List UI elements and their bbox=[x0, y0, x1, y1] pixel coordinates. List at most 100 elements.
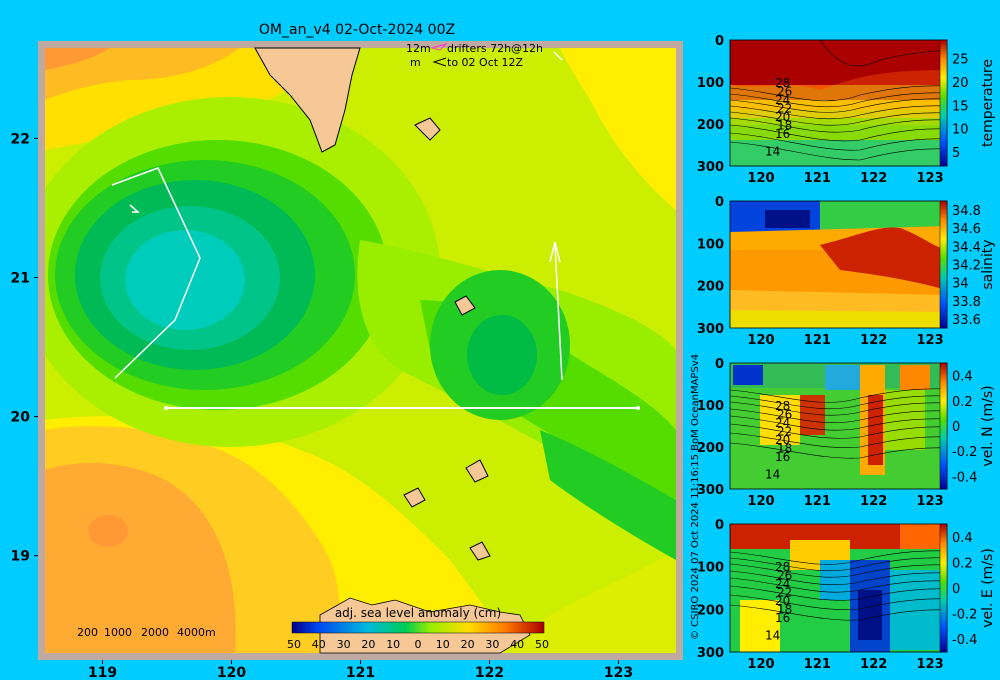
contour-label: 24 bbox=[775, 416, 790, 430]
panel-y-tick-label: 0 bbox=[715, 34, 724, 49]
panel-y-tick-label: 100 bbox=[697, 237, 724, 252]
svg-text:2000: 2000 bbox=[141, 626, 169, 639]
panel-colorbar-tick: 0 bbox=[952, 582, 960, 597]
panel-colorbar-tick: -0.4 bbox=[952, 633, 977, 648]
contour-label: 20 bbox=[775, 110, 790, 124]
panel-x-tick-label: 121 bbox=[804, 657, 831, 672]
section-start-marker bbox=[164, 406, 168, 410]
contour-label: 28 bbox=[775, 76, 790, 90]
contour-label: 18 bbox=[777, 119, 792, 133]
panel-y-tick-label: 200 bbox=[697, 603, 724, 618]
panel-colorbar-tick: 0.2 bbox=[952, 556, 973, 571]
contour-label: 18 bbox=[777, 603, 792, 617]
panel-x-tick-label: 122 bbox=[860, 333, 887, 348]
map-colorbar-tick: 0 bbox=[415, 638, 422, 651]
contour-label: 28 bbox=[775, 399, 790, 413]
map-colorbar-tick: 20 bbox=[361, 638, 375, 651]
panel-x-tick-label: 120 bbox=[747, 333, 774, 348]
panel-y-tick-label: 300 bbox=[697, 483, 724, 498]
panel-colorbar-tick: 0 bbox=[952, 420, 960, 435]
svg-text:m: m bbox=[410, 56, 421, 69]
panel-colorbar-tick: -0.4 bbox=[952, 470, 977, 485]
contour-label: 24 bbox=[775, 93, 790, 107]
panel-colorbar-tick: 33.8 bbox=[952, 295, 981, 310]
map-colorbar: adj. sea level anomaly (cm) 50 40 30 20 10 0 1… bbox=[287, 606, 549, 651]
arrow-icon bbox=[432, 57, 447, 67]
map-colorbar-tick: 30 bbox=[337, 638, 351, 651]
depth-legend: 200 1000 2000 4000m bbox=[77, 626, 216, 639]
panel-ylabel: vel. N (m/s) bbox=[980, 385, 996, 466]
contour-label: 22 bbox=[777, 425, 792, 439]
panel-x-tick-label: 123 bbox=[917, 171, 944, 186]
panel-y-tick-label: 100 bbox=[697, 76, 724, 91]
panel-colorbar-tick: 20 bbox=[952, 76, 969, 91]
map-colorbar-tick: 40 bbox=[510, 638, 524, 651]
map-x-tick-label: 122 bbox=[475, 665, 504, 680]
panel-ylabel: vel. E (m/s) bbox=[980, 548, 996, 628]
panel-ylabel: salinity bbox=[980, 239, 996, 289]
drifter-arrow-icon bbox=[430, 42, 448, 51]
contour-label: 26 bbox=[777, 408, 792, 422]
panel-x-tick-label: 120 bbox=[747, 657, 774, 672]
svg-text:drifters 72h@12h: drifters 72h@12h bbox=[447, 42, 543, 55]
map-colorbar-tick: 10 bbox=[386, 638, 400, 651]
map-colorbar-tick: 30 bbox=[485, 638, 499, 651]
panel-x-tick-label: 120 bbox=[747, 171, 774, 186]
panel-x-tick-label: 120 bbox=[747, 494, 774, 509]
panel-x-tick-label: 122 bbox=[860, 657, 887, 672]
panel-colorbar-tick: 10 bbox=[952, 123, 969, 138]
panel-colorbar-tick: 34.4 bbox=[952, 240, 981, 255]
panel-colorbar-tick: 0.2 bbox=[952, 395, 973, 410]
panel-y-tick-label: 200 bbox=[697, 441, 724, 456]
panel-colorbar-tick: 33.6 bbox=[952, 313, 981, 328]
salinity-panel bbox=[730, 201, 947, 328]
svg-text:to 02 Oct 12Z: to 02 Oct 12Z bbox=[447, 56, 524, 69]
panel-x-tick-label: 123 bbox=[917, 657, 944, 672]
panel-y-tick-label: 100 bbox=[697, 561, 724, 576]
drifter-tracks bbox=[111, 51, 563, 381]
contour-label: 24 bbox=[775, 577, 790, 591]
map-y-tick-label: 20 bbox=[11, 410, 31, 426]
contour-label: 22 bbox=[777, 586, 792, 600]
contour-label: 26 bbox=[777, 85, 792, 99]
vel-n-colorbar bbox=[939, 362, 948, 490]
panel-x-tick-label: 122 bbox=[860, 171, 887, 186]
map-x-tick-label: 119 bbox=[88, 665, 117, 680]
contour-label: 14 bbox=[765, 468, 780, 482]
map-y-tick-label: 19 bbox=[11, 549, 30, 565]
panel-y-tick-label: 0 bbox=[715, 195, 724, 210]
map-colorbar-tick: 50 bbox=[287, 638, 301, 651]
contour-label: 28 bbox=[775, 560, 790, 574]
panel-y-tick-label: 200 bbox=[697, 280, 724, 295]
panel-colorbar-tick: 15 bbox=[952, 99, 969, 114]
section-end-marker bbox=[636, 406, 640, 410]
map-y-tick-label: 21 bbox=[11, 270, 30, 286]
panel-x-tick-label: 122 bbox=[860, 494, 887, 509]
panel-x-tick-label: 123 bbox=[917, 333, 944, 348]
panel-y-tick-label: 300 bbox=[697, 160, 724, 175]
map-colorbar-tick: 40 bbox=[312, 638, 326, 651]
vel-n-panel bbox=[730, 363, 947, 489]
svg-text:200: 200 bbox=[77, 626, 98, 639]
vel-e-panel bbox=[730, 524, 947, 652]
panel-x-tick-label: 123 bbox=[917, 494, 944, 509]
contour-label: 16 bbox=[775, 450, 790, 464]
panel-colorbar-tick: 34.8 bbox=[952, 204, 981, 219]
panel-y-tick-label: 100 bbox=[697, 399, 724, 414]
temperature-panel bbox=[730, 40, 947, 166]
contour-label: 22 bbox=[777, 102, 792, 116]
svg-text:1000: 1000 bbox=[104, 626, 132, 639]
panel-y-tick-label: 0 bbox=[715, 357, 724, 372]
panel-colorbar-tick: -0.2 bbox=[952, 445, 977, 460]
panel-x-tick-label: 121 bbox=[804, 494, 831, 509]
panel-y-tick-label: 300 bbox=[697, 322, 724, 337]
temperature-colorbar bbox=[939, 39, 948, 167]
panel-colorbar-tick: 34.6 bbox=[952, 222, 981, 237]
credit-text: © CSIRO 2024 07 Oct 2024 11:16:15 BoM Oc… bbox=[690, 354, 701, 640]
map-colorbar-tick: 10 bbox=[436, 638, 450, 651]
map-x-tick-label: 123 bbox=[604, 665, 633, 680]
contour-label: 14 bbox=[765, 629, 780, 643]
map-title: OM_an_v4 02-Oct-2024 00Z bbox=[259, 22, 455, 38]
svg-text:4000m: 4000m bbox=[177, 626, 216, 639]
